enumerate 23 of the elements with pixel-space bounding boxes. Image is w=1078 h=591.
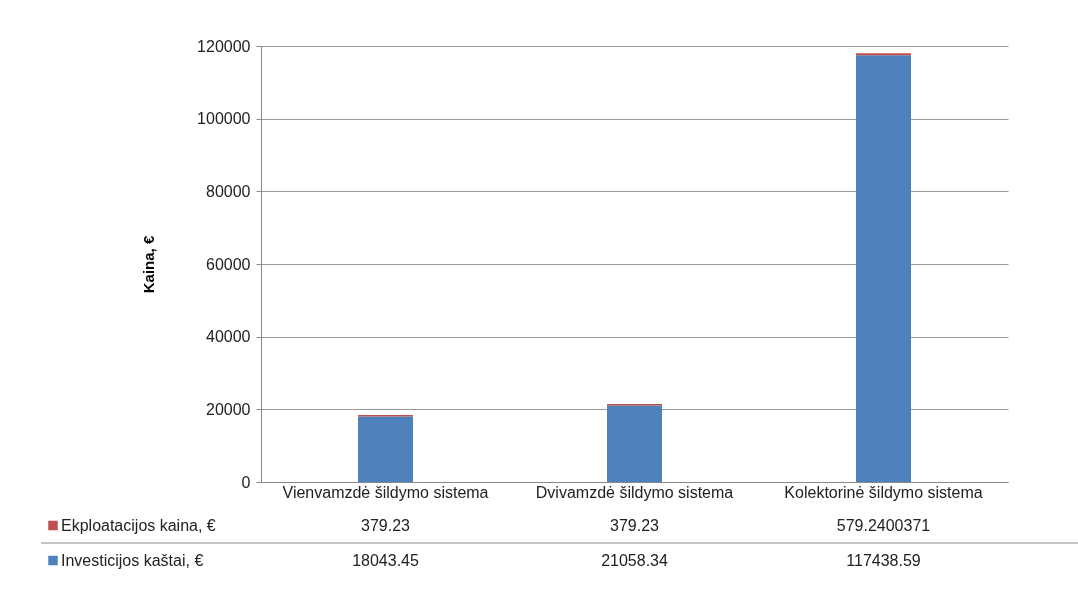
y-tick-label: 0 — [241, 473, 251, 491]
legend-label: Investicijos kaštai, € — [61, 551, 204, 569]
data-label: 117438.59 — [846, 551, 921, 569]
y-tick-label: 40000 — [206, 328, 251, 346]
y-axis-title: Kaina, € — [140, 235, 158, 294]
x-tick-label: Vienvamzdė šildymo sistema — [282, 483, 489, 501]
bar — [607, 405, 662, 482]
x-tick-label: Kolektorinė šildymo sistema — [784, 483, 983, 501]
data-label: 579.2400371 — [836, 516, 931, 534]
y-tick-label: 60000 — [206, 255, 251, 273]
data-label: 21058.34 — [601, 551, 668, 569]
y-tick-label: 100000 — [197, 110, 251, 128]
data-label: 18043.45 — [352, 551, 419, 569]
y-tick-label: 20000 — [206, 400, 251, 418]
legend-label: Ekploatacijos kaina, € — [61, 516, 216, 534]
data-label: 379.23 — [610, 516, 660, 534]
bar — [856, 55, 911, 482]
bar — [358, 416, 413, 482]
y-tick-label: 120000 — [197, 37, 251, 55]
x-tick-label: Dvivamzdė šildymo sistema — [535, 483, 734, 501]
y-tick-label: 80000 — [206, 182, 251, 200]
data-label: 379.23 — [361, 516, 411, 534]
bar — [856, 53, 911, 56]
